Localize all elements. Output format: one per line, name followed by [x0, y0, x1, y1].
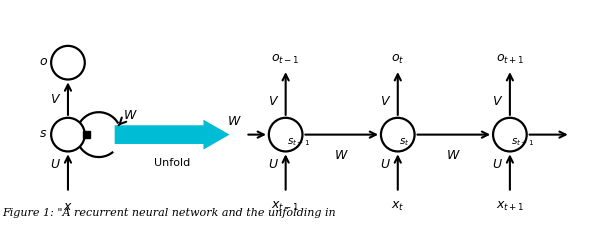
Text: $V$: $V$: [268, 95, 279, 108]
Text: $W$: $W$: [335, 148, 349, 161]
Text: $o_{t}$: $o_{t}$: [391, 53, 405, 66]
Circle shape: [269, 118, 303, 152]
Text: $x_{{t+1}}$: $x_{{t+1}}$: [496, 199, 524, 212]
Polygon shape: [114, 120, 230, 150]
Text: $s_{{t+1}}$: $s_{{t+1}}$: [511, 136, 534, 148]
Text: $x$: $x$: [63, 199, 73, 212]
Text: Unfold: Unfold: [154, 157, 190, 167]
Text: $o$: $o$: [40, 55, 48, 68]
Text: $x_{t}$: $x_{t}$: [391, 199, 405, 212]
Text: $U$: $U$: [380, 157, 391, 170]
Circle shape: [493, 118, 527, 152]
Text: $V$: $V$: [492, 95, 503, 108]
Circle shape: [51, 118, 85, 152]
Text: $W$: $W$: [123, 108, 138, 121]
Text: $s$: $s$: [39, 127, 47, 140]
Text: Figure 1: "A recurrent neural network and the unfolding in: Figure 1: "A recurrent neural network an…: [2, 207, 336, 217]
Text: $W$: $W$: [227, 115, 242, 128]
Text: $U$: $U$: [492, 157, 503, 170]
Circle shape: [51, 47, 85, 80]
Text: $V$: $V$: [50, 93, 61, 106]
Text: $U$: $U$: [268, 157, 279, 170]
Text: $s_{t}$: $s_{t}$: [399, 136, 409, 148]
Text: $o_{{t+1}}$: $o_{{t+1}}$: [496, 53, 524, 66]
Text: $x_{{t-1}}$: $x_{{t-1}}$: [271, 199, 300, 212]
Text: $U$: $U$: [50, 157, 61, 170]
Text: $W$: $W$: [447, 148, 461, 161]
Text: $o_{{t-1}}$: $o_{{t-1}}$: [271, 53, 300, 66]
Circle shape: [381, 118, 415, 152]
Text: $V$: $V$: [380, 95, 391, 108]
FancyBboxPatch shape: [83, 132, 90, 138]
Text: $s_{{t-1}}$: $s_{{t-1}}$: [287, 136, 310, 148]
